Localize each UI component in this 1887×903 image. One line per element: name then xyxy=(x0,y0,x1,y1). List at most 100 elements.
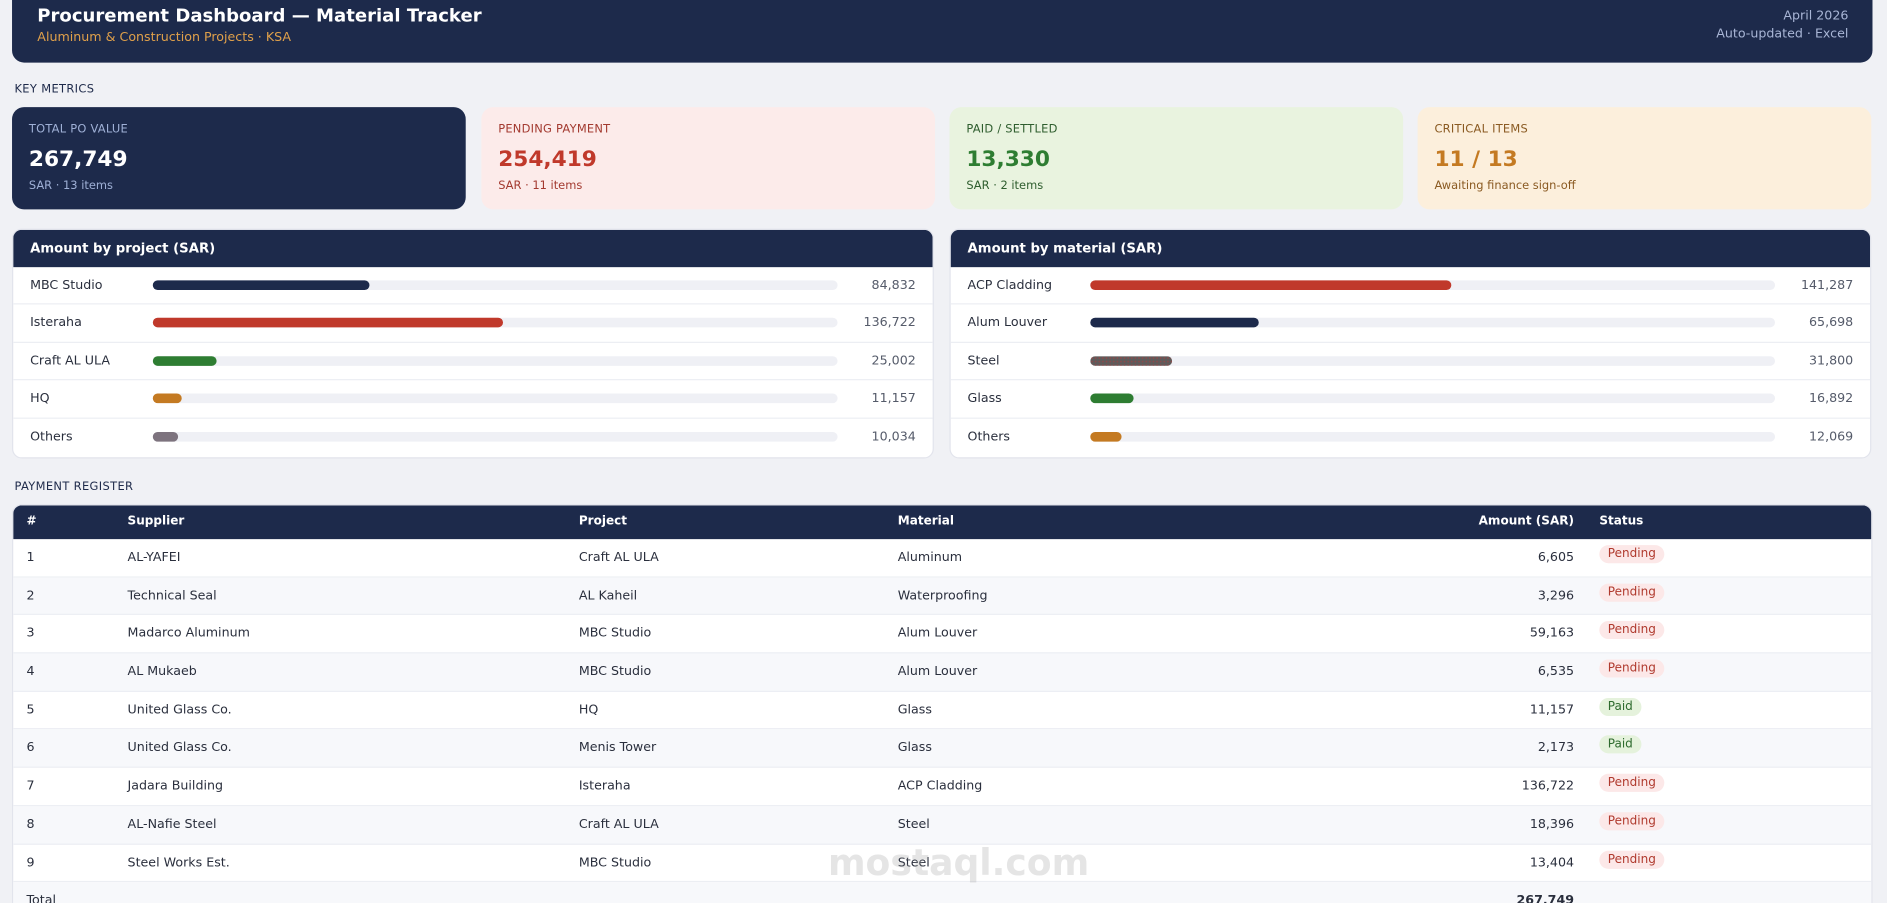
metric-label: TOTAL PO VALUE xyxy=(28,122,128,136)
cell-supplier: AL-Nafie Steel xyxy=(127,816,217,832)
bar-track xyxy=(152,431,838,442)
metric-value: 254,419 xyxy=(498,146,597,173)
bar-track xyxy=(152,280,838,291)
bar-value: 31,800 xyxy=(1809,353,1854,368)
bar-row: ACP Cladding 141,287 xyxy=(950,267,1871,305)
status-badge: Pending xyxy=(1599,621,1665,640)
cell-project: Craft AL ULA xyxy=(578,816,659,832)
page-title: Procurement Dashboard — Material Tracker xyxy=(37,4,482,27)
section-payment-register: PAYMENT REGISTER xyxy=(14,480,134,494)
bar-fill xyxy=(152,431,179,442)
bar-row: Others 12,069 xyxy=(951,418,1870,455)
bar-fill xyxy=(1090,280,1452,291)
column-header: Project xyxy=(578,515,628,529)
bar-row: Glass 16,892 xyxy=(950,380,1871,419)
bar-label: Others xyxy=(967,429,1011,444)
table-row: 4 AL Mukaeb MBC Studio Alum Louver 6,535 Pend… xyxy=(13,653,1872,692)
section-key-metrics: KEY METRICS xyxy=(14,83,95,97)
cell-project: MBC Studio xyxy=(578,664,652,679)
cell-material: Aluminum xyxy=(897,549,963,565)
status-badge: Pending xyxy=(1599,812,1665,831)
cell-amount: 13,404 xyxy=(1529,855,1575,870)
metric-label: PAID / SETTLED xyxy=(966,122,1058,136)
cell-supplier: Madarco Aluminum xyxy=(127,626,250,641)
cell-project: HQ xyxy=(578,702,599,717)
cell-amount: 11,157 xyxy=(1529,702,1575,717)
payment-register-table: # Supplier Project Material Amount (SAR) Stat… xyxy=(12,504,1873,903)
table-row: 1 AL-YAFEI Craft AL ULA Aluminum 6,605 Pendin… xyxy=(13,539,1872,578)
status-badge: Pending xyxy=(1599,545,1665,564)
bar-track xyxy=(1090,280,1776,291)
bar-fill xyxy=(152,280,370,291)
cell-project: Menis Tower xyxy=(578,740,657,756)
table-row: 3 Madarco Aluminum MBC Studio Alum Louver 59… xyxy=(13,615,1872,654)
metric-value: 11 / 13 xyxy=(1434,146,1518,173)
column-header: Status xyxy=(1599,515,1644,529)
metric-subtext: SAR · 13 items xyxy=(28,179,113,193)
bar-row: Craft AL ULA 25,002 xyxy=(13,343,933,381)
column-header: Supplier xyxy=(127,515,185,529)
cell-material: Glass xyxy=(897,740,932,756)
panel-amount-by-project: Amount by project (SAR) MBC Studio 84,832… xyxy=(12,228,934,459)
metric-subtext: Awaiting finance sign-off xyxy=(1434,179,1576,193)
cell-material: Glass xyxy=(897,702,932,717)
cell-n: 7 xyxy=(26,778,35,794)
table-total-row: Total 267,749 xyxy=(13,882,1872,903)
bar-track xyxy=(1090,355,1776,366)
cell-project: Isteraha xyxy=(578,778,631,794)
cell-amount: 3,296 xyxy=(1537,588,1575,603)
bar-fill xyxy=(1090,431,1122,442)
bar-value: 84,832 xyxy=(871,277,916,293)
bar-fill xyxy=(1090,355,1172,366)
cell-n: 5 xyxy=(26,702,35,717)
cell-project: MBC Studio xyxy=(578,626,652,641)
bar-fill xyxy=(1090,393,1134,404)
cell-supplier: United Glass Co. xyxy=(127,702,232,717)
cell-n: 4 xyxy=(26,664,35,679)
metric-value: 267,749 xyxy=(28,146,128,173)
column-header: Material xyxy=(897,515,955,529)
cell-material: Steel xyxy=(897,855,930,870)
metric-subtext: SAR · 2 items xyxy=(966,179,1044,193)
bar-value: 16,892 xyxy=(1809,391,1854,406)
bar-label: Isteraha xyxy=(30,315,82,331)
bar-value: 141,287 xyxy=(1800,277,1854,293)
bar-row: MBC Studio 84,832 xyxy=(13,267,933,305)
column-header: # xyxy=(26,515,37,529)
panel-amount-by-material: Amount by material (SAR) ACP Cladding 141… xyxy=(949,228,1872,459)
page-subtitle: Aluminum & Construction Projects · KSA xyxy=(37,30,292,45)
bar-fill xyxy=(1090,318,1259,328)
table-row: 9 Steel Works Est. MBC Studio Steel 13,404 Pe… xyxy=(13,844,1872,883)
bar-track xyxy=(1090,393,1776,404)
status-badge: Pending xyxy=(1599,773,1665,792)
cell-supplier: Technical Seal xyxy=(127,588,217,603)
table-row: 8 AL-Nafie Steel Craft AL ULA Steel 18,396 Pe… xyxy=(13,806,1872,845)
total-label: Total xyxy=(26,893,56,903)
cell-material: Alum Louver xyxy=(897,626,978,641)
status-badge: Paid xyxy=(1599,735,1642,754)
panel-title: Amount by material (SAR) xyxy=(950,229,1871,268)
bar-track xyxy=(152,393,838,404)
header-banner: Procurement Dashboard — Material Tracker… xyxy=(12,0,1873,63)
metric-card: PENDING PAYMENT 254,419 SAR · 11 items xyxy=(481,107,936,210)
bar-label: MBC Studio xyxy=(30,277,103,293)
cell-material: Alum Louver xyxy=(897,664,978,679)
bar-value: 11,157 xyxy=(871,391,916,406)
cell-material: Waterproofing xyxy=(897,588,988,603)
metric-card: CRITICAL ITEMS 11 / 13 Awaiting finance si… xyxy=(1417,107,1872,210)
total-amount: 267,749 xyxy=(1516,893,1575,903)
bar-track xyxy=(152,318,838,328)
bar-label: Steel xyxy=(967,353,1000,368)
bar-label: Craft AL ULA xyxy=(30,353,110,368)
cell-supplier: United Glass Co. xyxy=(127,740,232,756)
cell-n: 1 xyxy=(26,549,35,565)
metric-card: TOTAL PO VALUE 267,749 SAR · 13 items xyxy=(12,107,466,210)
table-row: 6 United Glass Co. Menis Tower Glass 2,173 Pa… xyxy=(13,729,1872,768)
cell-amount: 59,163 xyxy=(1529,626,1575,641)
status-badge: Pending xyxy=(1599,659,1665,678)
bar-value: 25,002 xyxy=(871,353,916,368)
cell-n: 8 xyxy=(26,816,35,832)
bar-track xyxy=(152,355,838,366)
cell-n: 2 xyxy=(26,588,35,603)
